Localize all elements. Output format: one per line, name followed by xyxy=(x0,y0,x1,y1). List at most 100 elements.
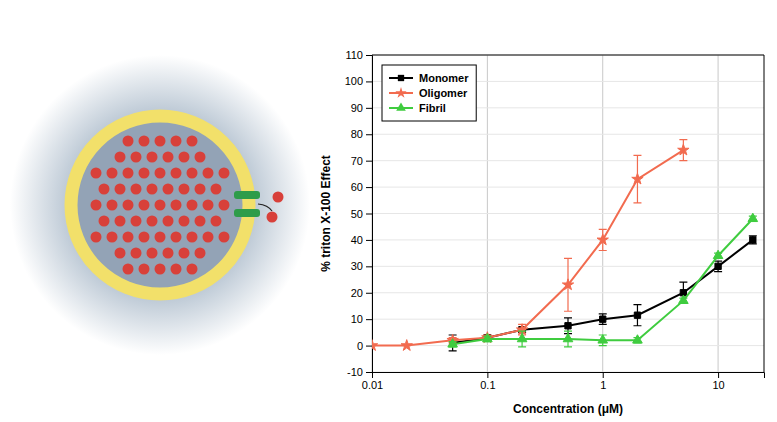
series xyxy=(372,140,689,351)
dye-molecule xyxy=(123,136,134,147)
dye-molecule xyxy=(171,136,182,147)
legend-label: Oligomer xyxy=(419,87,468,99)
dye-molecule xyxy=(139,264,150,275)
grid-line xyxy=(372,134,764,135)
dye-molecule xyxy=(187,264,198,275)
dye-molecule xyxy=(219,200,230,211)
dye-molecule xyxy=(195,216,206,227)
data-point xyxy=(748,213,758,221)
dye-molecule xyxy=(147,216,158,227)
dye-molecule xyxy=(219,168,230,179)
y-tick: 110 xyxy=(345,49,372,61)
tick-label: 0.01 xyxy=(362,379,383,391)
legend-label: Monomer xyxy=(419,72,469,84)
dye-molecule xyxy=(203,168,214,179)
tick-mark xyxy=(366,372,372,373)
dye-molecule xyxy=(139,200,150,211)
data-point xyxy=(597,234,608,245)
dye-molecule xyxy=(123,168,134,179)
dye-molecule xyxy=(179,184,190,195)
dye-molecule xyxy=(99,184,110,195)
tick-label: 80 xyxy=(351,128,363,140)
error-bar xyxy=(599,335,607,346)
series xyxy=(448,213,758,347)
tick-label: 0 xyxy=(357,340,363,352)
tick-label: 110 xyxy=(345,49,363,61)
data-point xyxy=(600,316,606,322)
dye-molecule xyxy=(203,232,214,243)
legend: MonomerOligomerFibril xyxy=(382,65,476,121)
legend-marker xyxy=(395,87,406,98)
x-tick: 0.1 xyxy=(480,372,495,391)
dye-molecule xyxy=(115,216,126,227)
dye-molecule xyxy=(171,200,182,211)
tick-mark xyxy=(366,134,372,135)
data-point xyxy=(563,333,573,341)
y-tick: 60 xyxy=(351,181,372,193)
dye-molecule xyxy=(131,248,142,259)
dye-molecule xyxy=(171,232,182,243)
dye-molecule xyxy=(115,152,126,163)
dye-molecule xyxy=(195,248,206,259)
y-tick: -10 xyxy=(347,366,372,378)
dye-molecule xyxy=(179,216,190,227)
dye-molecule xyxy=(179,152,190,163)
tick-label: 70 xyxy=(351,155,363,167)
dye-molecule xyxy=(163,248,174,259)
y-tick: 20 xyxy=(351,287,372,299)
dye-molecule xyxy=(171,264,182,275)
tick-label: 40 xyxy=(351,234,363,246)
series-line xyxy=(372,150,683,345)
plot-background xyxy=(372,55,764,372)
tick-mark xyxy=(366,55,372,56)
tick-label: 10 xyxy=(712,379,724,391)
dye-molecule xyxy=(155,136,166,147)
grid-line xyxy=(372,239,764,240)
dye-molecule xyxy=(219,232,230,243)
error-bar xyxy=(564,331,572,347)
error-bar xyxy=(599,314,607,325)
pore xyxy=(234,191,260,199)
data-point xyxy=(598,335,608,343)
dye-molecule xyxy=(91,232,102,243)
dye-molecule xyxy=(163,152,174,163)
dye-molecule xyxy=(107,232,118,243)
dye-molecule xyxy=(107,200,118,211)
data-point xyxy=(633,335,643,343)
error-bar xyxy=(714,261,722,272)
y-tick: 0 xyxy=(357,340,372,352)
dye-molecule xyxy=(203,200,214,211)
dye-molecule xyxy=(139,136,150,147)
x-tick: 10 xyxy=(712,372,724,391)
x-axis-title: Concentration (μM) xyxy=(513,402,623,416)
dye-molecule xyxy=(91,200,102,211)
dye-molecule xyxy=(187,232,198,243)
dye-molecule xyxy=(123,232,134,243)
dye-molecule xyxy=(115,248,126,259)
data-point xyxy=(372,340,378,351)
vesicle-diagram xyxy=(10,55,310,355)
dye-molecule xyxy=(115,184,126,195)
tick-mark xyxy=(366,187,372,188)
grid xyxy=(372,55,764,372)
dye-molecule xyxy=(131,184,142,195)
data-point xyxy=(678,144,689,155)
data-point xyxy=(517,333,527,341)
data-point xyxy=(562,279,573,290)
tick-label: 50 xyxy=(351,208,363,220)
tick-label: 60 xyxy=(351,181,363,193)
dye-molecule xyxy=(147,184,158,195)
series-line xyxy=(453,219,753,344)
grid-line xyxy=(372,213,764,214)
glow xyxy=(10,55,310,355)
data-point xyxy=(679,295,689,303)
dye-molecule xyxy=(139,168,150,179)
grid-line xyxy=(372,160,764,161)
dye-molecule xyxy=(155,232,166,243)
y-tick: 50 xyxy=(351,208,372,220)
x-axis: 0.010.1110 xyxy=(362,372,765,391)
tick-mark xyxy=(366,214,372,215)
error-bar xyxy=(518,331,526,347)
y-tick: 80 xyxy=(351,128,372,140)
error-bar xyxy=(749,236,757,244)
